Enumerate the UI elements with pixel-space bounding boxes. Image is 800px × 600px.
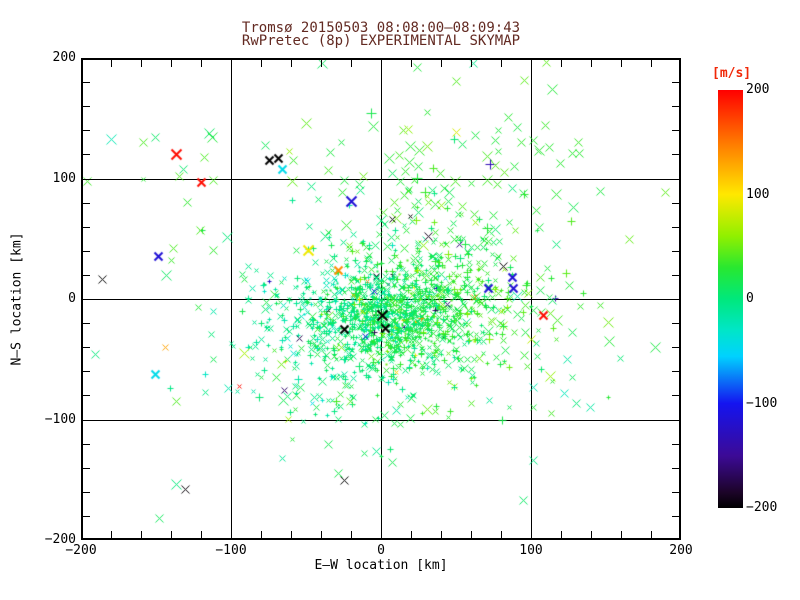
x-axis-tick <box>111 60 112 67</box>
y-axis-tick <box>667 420 679 421</box>
y-axis-tick <box>672 347 679 348</box>
y-axis-tick <box>672 275 679 276</box>
x-axis-tick <box>201 60 202 67</box>
colorbar-tick-label: −200 <box>746 500 778 515</box>
y-axis-tick <box>672 130 679 131</box>
y-axis-tick <box>83 516 90 517</box>
colorbar-tick-label: 200 <box>746 82 770 97</box>
y-axis-tick <box>83 420 95 421</box>
x-axis-tick <box>261 531 262 538</box>
y-axis-tick-label: 200 <box>52 50 76 65</box>
y-axis-tick <box>672 468 679 469</box>
y-axis-tick <box>672 492 679 493</box>
x-axis-tick <box>201 531 202 538</box>
x-axis-tick <box>621 60 622 67</box>
y-axis-tick-label: −200 <box>44 532 76 547</box>
y-axis-tick <box>83 347 90 348</box>
x-axis-tick <box>381 526 382 538</box>
x-axis-tick <box>291 531 292 538</box>
x-axis-tick <box>651 531 652 538</box>
x-axis-tick <box>141 60 142 67</box>
x-axis-tick <box>321 60 322 67</box>
y-axis-tick <box>83 179 95 180</box>
x-axis-tick-label: 0 <box>377 543 385 558</box>
y-axis-tick <box>83 227 90 228</box>
x-axis-title: E–W location [km] <box>314 558 448 573</box>
x-axis-tick <box>471 531 472 538</box>
x-axis-tick <box>411 531 412 538</box>
x-axis-tick <box>351 531 352 538</box>
x-axis-tick <box>381 60 382 72</box>
x-axis-tick <box>231 60 232 72</box>
x-axis-tick <box>231 526 232 538</box>
y-axis-tick <box>83 395 90 396</box>
y-axis-tick <box>83 154 90 155</box>
x-axis-tick <box>351 60 352 67</box>
x-axis-tick <box>561 531 562 538</box>
x-axis-tick <box>591 60 592 67</box>
y-axis-tick <box>672 323 679 324</box>
y-axis-tick-label: 100 <box>52 170 76 186</box>
x-axis-tick <box>411 60 412 67</box>
x-axis-tick <box>621 531 622 538</box>
plot-title-line1: Tromsø 20150503 08:08:00–08:09:43 <box>241 20 521 36</box>
plot-title-block: Tromsø 20150503 08:08:00–08:09:43 RwPret… <box>0 20 762 49</box>
x-axis-tick-label: −200 <box>65 543 97 558</box>
y-axis-tick <box>672 154 679 155</box>
y-axis-tick-label: −100 <box>44 411 76 427</box>
y-axis-tick <box>672 106 679 107</box>
y-axis-tick <box>672 82 679 83</box>
y-axis-tick <box>83 468 90 469</box>
y-axis-tick <box>83 275 90 276</box>
x-axis-tick <box>261 60 262 67</box>
y-axis-tick <box>83 130 90 131</box>
y-axis-tick <box>83 371 90 372</box>
y-axis-tick <box>672 516 679 517</box>
y-axis-tick <box>672 203 679 204</box>
x-axis-tick-label: −100 <box>215 543 247 558</box>
x-axis-tick <box>441 60 442 67</box>
x-axis-tick <box>531 526 532 538</box>
y-axis-tick <box>667 179 679 180</box>
colorbar-tick-label: 100 <box>746 186 770 202</box>
x-axis-tick <box>591 531 592 538</box>
y-axis-tick <box>672 371 679 372</box>
y-axis-tick <box>672 395 679 396</box>
x-axis-tick <box>291 60 292 67</box>
x-axis-tick-label: 200 <box>669 543 693 558</box>
y-axis-tick <box>672 444 679 445</box>
y-axis-tick <box>83 251 90 252</box>
x-axis-tick <box>471 60 472 67</box>
y-axis-tick <box>83 299 95 300</box>
y-axis-tick <box>83 82 90 83</box>
x-axis-tick <box>171 531 172 538</box>
x-axis-tick-label: 100 <box>519 543 543 558</box>
y-axis-tick <box>83 106 90 107</box>
y-axis-tick <box>83 492 90 493</box>
y-axis-tick-label: 0 <box>68 291 76 306</box>
x-axis-tick <box>441 531 442 538</box>
x-axis-tick <box>501 60 502 67</box>
y-axis-tick <box>83 203 90 204</box>
x-axis-tick <box>651 60 652 67</box>
x-axis-tick <box>321 531 322 538</box>
x-axis-tick <box>171 60 172 67</box>
plot-title-line2: RwPretec (8p) EXPERIMENTAL SKYMAP <box>241 33 521 49</box>
y-axis-tick <box>672 227 679 228</box>
y-axis-tick <box>672 251 679 252</box>
x-axis-tick <box>141 531 142 538</box>
y-axis-tick <box>83 444 90 445</box>
colorbar-tick-label: 0 <box>746 291 754 306</box>
y-axis-tick <box>667 299 679 300</box>
x-axis-tick <box>531 60 532 72</box>
colorbar-tick-label: −100 <box>746 395 778 411</box>
y-axis-tick <box>83 323 90 324</box>
x-axis-tick <box>561 60 562 67</box>
x-axis-tick <box>111 531 112 538</box>
colorbar-unit-label: [m/s] <box>712 66 752 81</box>
y-axis-title: N–S location [km] <box>9 232 25 366</box>
x-axis-tick <box>501 531 502 538</box>
